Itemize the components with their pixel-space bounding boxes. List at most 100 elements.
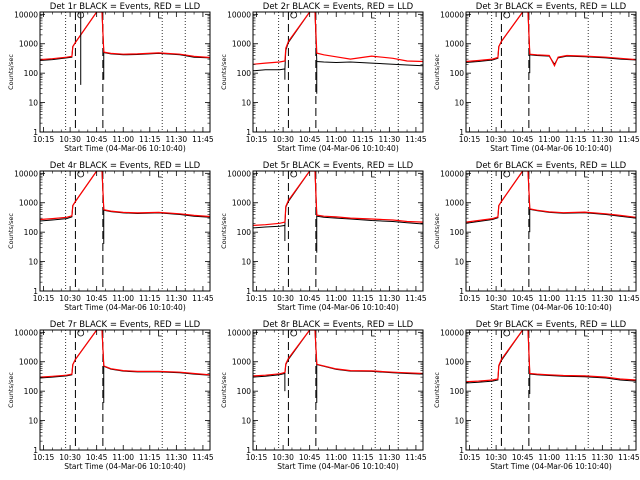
y-tick-label: 1 [246, 446, 251, 455]
panel-title: Det 6r BLACK = Events, RED = LLD [476, 161, 627, 171]
series-line-events [466, 12, 636, 66]
y-tick-label: 1000 [232, 199, 251, 208]
x-tick-label: 10:30 [272, 135, 294, 144]
open-marker [77, 170, 85, 178]
close-marker [371, 11, 375, 19]
panel-title: Det 3r BLACK = Events, RED = LLD [476, 2, 627, 12]
y-tick-label: 10000 [440, 10, 464, 19]
y-tick-label: 10000 [14, 169, 38, 178]
x-tick-label: 10:45 [299, 453, 321, 462]
close-marker [158, 170, 162, 178]
y-tick-label: 1 [33, 446, 38, 455]
y-tick-label: 10000 [14, 328, 38, 337]
x-axis-label: Start Time (04-Mar-06 10:10:40) [64, 303, 186, 312]
x-tick-label: 10:15 [459, 135, 481, 144]
x-tick-label: 10:30 [272, 294, 294, 303]
plot-frame [39, 170, 211, 292]
y-tick-label: 100 [237, 228, 252, 237]
plot-frame [39, 329, 211, 451]
plot-frame [465, 11, 637, 133]
x-axis-label: Start Time (04-Mar-06 10:10:40) [490, 144, 612, 153]
x-axis-label: Start Time (04-Mar-06 10:10:40) [64, 462, 186, 471]
x-tick-label: 10:30 [485, 294, 507, 303]
close-marker [371, 329, 375, 337]
y-tick-label: 10 [241, 99, 251, 108]
series-group [253, 330, 423, 403]
detector-panel-3: Det 3r BLACK = Events, RED = LLD 1 10 100 10… [433, 2, 640, 153]
y-tick-label: 1 [246, 287, 251, 296]
y-tick-label: 1000 [232, 40, 251, 49]
plot-frame [465, 170, 637, 292]
x-tick-label: 10:15 [33, 453, 55, 462]
y-tick-label: 1000 [445, 199, 464, 208]
x-tick-label: 11:15 [565, 294, 587, 303]
y-tick-label: 1000 [232, 358, 251, 367]
x-tick-label: 10:45 [512, 135, 534, 144]
y-tick-label: 1 [33, 128, 38, 137]
y-tick-label: 1 [459, 128, 464, 137]
panel-title: Det 4r BLACK = Events, RED = LLD [50, 161, 201, 171]
detector-panel-5: Det 5r BLACK = Events, RED = LLD 1 10 100 10… [220, 161, 427, 312]
x-tick-label: 11:00 [112, 453, 134, 462]
y-tick-label: 10 [28, 417, 38, 426]
x-tick-label: 11:30 [166, 294, 188, 303]
x-tick-label: 10:15 [246, 135, 268, 144]
x-tick-label: 11:15 [352, 453, 374, 462]
detector-panel-1: Det 1r BLACK = Events, RED = LLD 1 10 100 10… [7, 2, 214, 153]
plot-frame [252, 329, 424, 451]
x-tick-label: 10:45 [86, 294, 108, 303]
y-tick-label: 100 [237, 69, 252, 78]
y-tick-label: 100 [24, 387, 39, 396]
y-tick-label: 1000 [445, 40, 464, 49]
open-marker [503, 170, 511, 178]
x-tick-label: 10:15 [246, 294, 268, 303]
series-line-lld [40, 171, 210, 221]
x-tick-label: 11:00 [325, 453, 347, 462]
plot-frame [252, 170, 424, 292]
plot-frame [252, 11, 424, 133]
y-tick-label: 10000 [227, 328, 251, 337]
x-axis-label: Start Time (04-Mar-06 10:10:40) [277, 144, 399, 153]
close-marker [158, 329, 162, 337]
detector-panel-7: Det 7r BLACK = Events, RED = LLD 1 10 100 10… [7, 320, 214, 471]
y-tick-label: 1000 [445, 358, 464, 367]
y-tick-label: 10 [454, 99, 464, 108]
x-tick-label: 10:45 [512, 294, 534, 303]
y-tick-label: 100 [450, 228, 465, 237]
detector-panel-8: Det 8r BLACK = Events, RED = LLD 1 10 100 10… [220, 320, 427, 471]
close-marker [371, 170, 375, 178]
x-tick-label: 11:00 [538, 294, 560, 303]
x-tick-label: 11:15 [139, 294, 161, 303]
open-marker [503, 11, 511, 19]
series-line-lld [253, 12, 423, 65]
y-tick-label: 10 [454, 258, 464, 267]
y-axis-label: Counts/sec [220, 213, 228, 249]
x-tick-label: 11:15 [352, 135, 374, 144]
x-tick-label: 11:15 [139, 135, 161, 144]
x-tick-label: 10:30 [59, 453, 81, 462]
open-marker [290, 170, 298, 178]
x-tick-label: 11:30 [592, 453, 614, 462]
y-axis-label: Counts/sec [220, 54, 228, 90]
x-tick-label: 11:30 [592, 294, 614, 303]
x-axis-label: Start Time (04-Mar-06 10:10:40) [277, 303, 399, 312]
detector-panel-4: Det 4r BLACK = Events, RED = LLD 1 10 100 10… [7, 161, 214, 312]
y-tick-label: 10000 [227, 10, 251, 19]
x-tick-label: 11:45 [405, 294, 427, 303]
series-group [40, 12, 210, 85]
panel-title: Det 9r BLACK = Events, RED = LLD [476, 320, 627, 330]
x-tick-label: 10:15 [33, 294, 55, 303]
panel-title: Det 1r BLACK = Events, RED = LLD [50, 2, 201, 12]
series-group [466, 330, 636, 395]
series-line-events [253, 330, 423, 378]
x-tick-label: 11:45 [618, 294, 640, 303]
y-tick-label: 100 [450, 69, 465, 78]
x-tick-label: 10:15 [459, 453, 481, 462]
panel-title: Det 2r BLACK = Events, RED = LLD [263, 2, 414, 12]
y-tick-label: 100 [237, 387, 252, 396]
panel-title: Det 5r BLACK = Events, RED = LLD [263, 161, 414, 171]
y-axis-label: Counts/sec [7, 54, 15, 90]
y-tick-label: 1 [459, 287, 464, 296]
close-marker [584, 170, 588, 178]
